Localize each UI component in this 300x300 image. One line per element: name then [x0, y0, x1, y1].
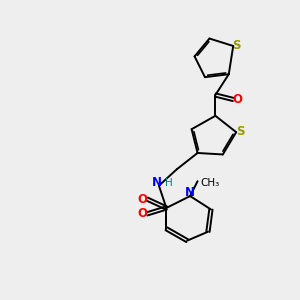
Text: H: H — [165, 178, 173, 188]
Text: O: O — [138, 207, 148, 220]
Text: N: N — [185, 186, 195, 199]
Text: S: S — [232, 39, 241, 52]
Text: S: S — [236, 125, 245, 138]
Text: O: O — [138, 193, 148, 206]
Text: CH₃: CH₃ — [200, 178, 219, 188]
Text: O: O — [233, 93, 243, 106]
Text: N: N — [152, 176, 161, 189]
